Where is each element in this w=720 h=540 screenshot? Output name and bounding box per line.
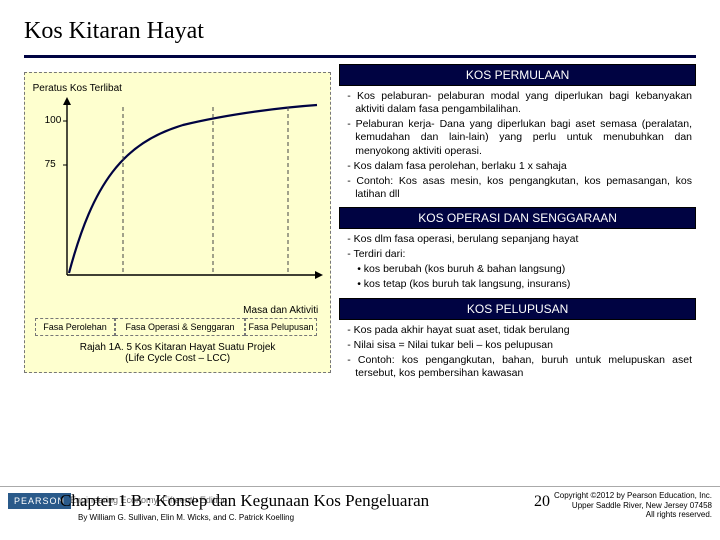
- title-rule: [24, 55, 696, 58]
- footer: PEARSON Engineering Economy, Fifteenth E…: [0, 486, 720, 540]
- ytick-75: 75: [45, 159, 56, 170]
- section-head-operasi: KOS OPERASI DAN SENGGARAAN: [339, 207, 696, 229]
- chapter-title: Chapter 1 B : Konsep dan Kegunaan Kos Pe…: [60, 491, 429, 511]
- section-head-permulaan: KOS PERMULAAN: [339, 64, 696, 86]
- phase-box: Fasa Operasi & Senggaran: [115, 318, 245, 336]
- page-title: Kos Kitaran Hayat: [24, 18, 696, 45]
- section-head-pelupusan: KOS PELUPUSAN: [339, 298, 696, 320]
- chart-caption: Rajah 1A. 5 Kos Kitaran Hayat Suatu Proj…: [31, 342, 324, 364]
- section-body-operasi: - Kos dlm fasa operasi, berulang sepanja…: [339, 229, 696, 298]
- x-axis-label: Masa dan Aktiviti: [31, 305, 318, 316]
- phase-box: Fasa Pelupusan: [245, 318, 317, 336]
- section-body-permulaan: - Kos pelaburan- pelaburan modal yang di…: [339, 86, 696, 207]
- section-body-pelupusan: - Kos pada akhir hayat suat aset, tidak …: [339, 320, 696, 387]
- chart-svg: [33, 83, 323, 289]
- phase-row: Fasa PerolehanFasa Operasi & SenggaranFa…: [35, 318, 320, 336]
- page-number: 20: [534, 493, 550, 511]
- copyright: Copyright ©2012 by Pearson Education, In…: [554, 491, 712, 520]
- byline: By William G. Sullivan, Elin M. Wicks, a…: [78, 513, 294, 522]
- lifecycle-chart: Peratus Kos Terlibat 100 75 Masa dan: [24, 72, 331, 373]
- phase-box: Fasa Perolehan: [35, 318, 115, 336]
- ytick-100: 100: [45, 115, 62, 126]
- y-axis-label: Peratus Kos Terlibat: [33, 83, 122, 94]
